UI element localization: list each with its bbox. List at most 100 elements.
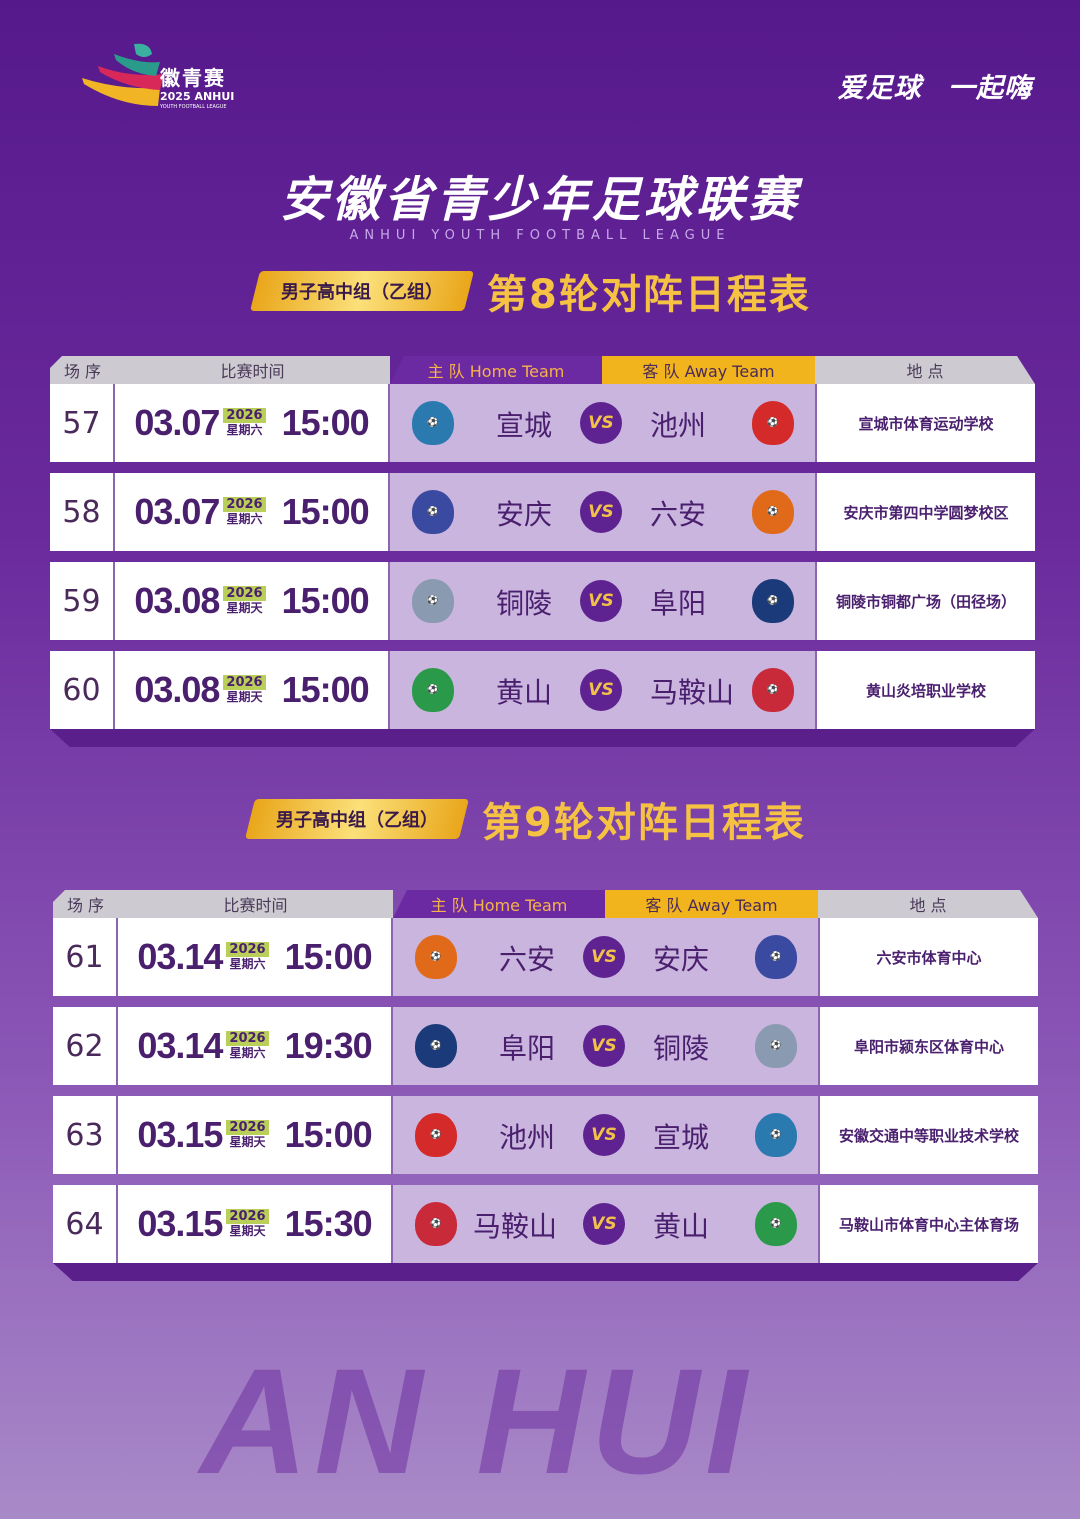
page-subtitle: ANHUI YOUTH FOOTBALL LEAGUE	[349, 228, 731, 243]
matchup: ⚽ 六安 VS 安庆 ⚽	[393, 918, 818, 996]
header-seq: 场 序	[53, 890, 118, 918]
table-row: 59 03.08 2026 星期天 15:00 ⚽ 铜陵 VS 阜阳 ⚽ 铜陵市铜…	[50, 562, 1035, 640]
header-time: 比赛时间	[118, 890, 393, 918]
match-time: 03.15 2026 星期天 15:30	[118, 1185, 393, 1263]
away-team-crest-icon: ⚽	[752, 490, 794, 534]
venue: 阜阳市颍东区体育中心	[818, 1007, 1038, 1085]
venue: 黄山炎培职业学校	[815, 651, 1035, 729]
year-weekday: 2026 星期天	[226, 1209, 269, 1239]
group-label: 男子高中组（乙组）	[281, 282, 443, 303]
home-team: 池州	[499, 1121, 556, 1154]
away-team: 马鞍山	[650, 676, 735, 709]
match-number: 60	[50, 651, 115, 729]
away-team: 黄山	[653, 1210, 710, 1243]
vs-badge: VS	[580, 580, 622, 622]
year-weekday: 2026 星期天	[223, 675, 266, 705]
matchup: ⚽ 池州 VS 宣城 ⚽	[393, 1096, 818, 1174]
matchup: ⚽ 铜陵 VS 阜阳 ⚽	[390, 562, 815, 640]
home-team-crest-icon: ⚽	[415, 1202, 457, 1246]
venue: 马鞍山市体育中心主体育场	[818, 1185, 1038, 1263]
table-row: 64 03.15 2026 星期天 15:30 ⚽ 马鞍山 VS 黄山 ⚽ 马鞍山…	[53, 1185, 1038, 1263]
round-header: 男子高中组（乙组） 第8轮对阵日程表	[250, 262, 811, 320]
venue: 安庆市第四中学圆梦校区	[815, 473, 1035, 551]
home-team-crest-icon: ⚽	[412, 668, 454, 712]
page-title: 安徽省青少年足球联赛	[279, 172, 800, 228]
vs-badge: VS	[583, 1203, 625, 1245]
home-team-crest-icon: ⚽	[412, 490, 454, 534]
match-weekday: 星期天	[226, 601, 263, 615]
vs-badge: VS	[580, 669, 622, 711]
group-badge: 男子高中组（乙组）	[245, 799, 469, 839]
match-number: 57	[50, 384, 115, 462]
match-date: 03.15	[137, 1203, 223, 1244]
home-team-crest-icon: ⚽	[415, 935, 457, 979]
away-team: 池州	[650, 409, 707, 442]
header-venue: 地 点	[815, 356, 1035, 384]
year-weekday: 2026 星期六	[226, 942, 269, 972]
match-date: 03.08	[134, 580, 220, 621]
match-date: 03.07	[134, 402, 220, 443]
match-year: 2026	[226, 1031, 269, 1046]
match-weekday: 星期六	[229, 957, 266, 971]
home-team-crest-icon: ⚽	[415, 1113, 457, 1157]
schedule-table: 场 序 比赛时间 主 队 Home Team 客 队 Away Team 地 点…	[53, 890, 1038, 1281]
group-label: 男子高中组（乙组）	[276, 810, 438, 831]
match-number: 59	[50, 562, 115, 640]
header-home: 主 队 Home Team	[393, 890, 605, 918]
table-row: 57 03.07 2026 星期六 15:00 ⚽ 宣城 VS 池州 ⚽ 宣城市体…	[50, 384, 1035, 462]
match-time: 03.07 2026 星期六 15:00	[115, 473, 390, 551]
match-number: 61	[53, 918, 118, 996]
match-number: 63	[53, 1096, 118, 1174]
match-number: 58	[50, 473, 115, 551]
logo-cn: 徽青赛	[160, 66, 226, 90]
kickoff-time: 15:00	[281, 402, 370, 443]
home-team: 马鞍山	[473, 1210, 558, 1243]
vs-badge: VS	[580, 402, 622, 444]
matchup: ⚽ 宣城 VS 池州 ⚽	[390, 384, 815, 462]
slogan: 爱足球 一起嗨	[837, 73, 1032, 104]
year-weekday: 2026 星期六	[223, 408, 266, 438]
match-time: 03.14 2026 星期六 15:00	[118, 918, 393, 996]
match-time: 03.08 2026 星期天 15:00	[115, 562, 390, 640]
year-weekday: 2026 星期天	[226, 1120, 269, 1150]
table-row: 58 03.07 2026 星期六 15:00 ⚽ 安庆 VS 六安 ⚽ 安庆市第…	[50, 473, 1035, 551]
kickoff-time: 15:00	[281, 491, 370, 532]
home-team-crest-icon: ⚽	[412, 579, 454, 623]
away-team: 六安	[650, 498, 707, 531]
vs-badge: VS	[583, 1025, 625, 1067]
group-badge: 男子高中组（乙组）	[250, 271, 474, 311]
match-weekday: 星期天	[229, 1135, 266, 1149]
match-date: 03.14	[137, 936, 223, 977]
match-year: 2026	[226, 1120, 269, 1135]
match-year: 2026	[223, 675, 266, 690]
venue: 六安市体育中心	[818, 918, 1038, 996]
vs-badge: VS	[583, 1114, 625, 1156]
match-number: 64	[53, 1185, 118, 1263]
header-time: 比赛时间	[115, 356, 390, 384]
match-weekday: 星期六	[226, 512, 263, 526]
matchup: ⚽ 马鞍山 VS 黄山 ⚽	[393, 1185, 818, 1263]
table-base	[50, 729, 1035, 747]
match-weekday: 星期六	[226, 423, 263, 437]
venue: 铜陵市铜都广场（田径场）	[815, 562, 1035, 640]
round-title: 第9轮对阵日程表	[482, 800, 806, 846]
away-team-crest-icon: ⚽	[752, 579, 794, 623]
home-team: 黄山	[496, 676, 553, 709]
matchup: ⚽ 安庆 VS 六安 ⚽	[390, 473, 815, 551]
table-row: 63 03.15 2026 星期天 15:00 ⚽ 池州 VS 宣城 ⚽ 安徽交通…	[53, 1096, 1038, 1174]
away-team-crest-icon: ⚽	[755, 1113, 797, 1157]
venue: 安徽交通中等职业技术学校	[818, 1096, 1038, 1174]
schedule-table: 场 序 比赛时间 主 队 Home Team 客 队 Away Team 地 点…	[50, 356, 1035, 747]
home-team: 铜陵	[496, 587, 553, 620]
home-team-crest-icon: ⚽	[415, 1024, 457, 1068]
kickoff-time: 15:30	[284, 1203, 373, 1244]
home-team: 安庆	[496, 498, 553, 531]
table-row: 62 03.14 2026 星期六 19:30 ⚽ 阜阳 VS 铜陵 ⚽ 阜阳市颍…	[53, 1007, 1038, 1085]
match-year: 2026	[223, 497, 266, 512]
match-date: 03.07	[134, 491, 220, 532]
away-team: 安庆	[653, 943, 710, 976]
logo-sub: YOUTH FOOTBALL LEAGUE	[160, 104, 227, 110]
match-time: 03.08 2026 星期天 15:00	[115, 651, 390, 729]
header-seq: 场 序	[50, 356, 115, 384]
away-team: 阜阳	[650, 587, 707, 620]
